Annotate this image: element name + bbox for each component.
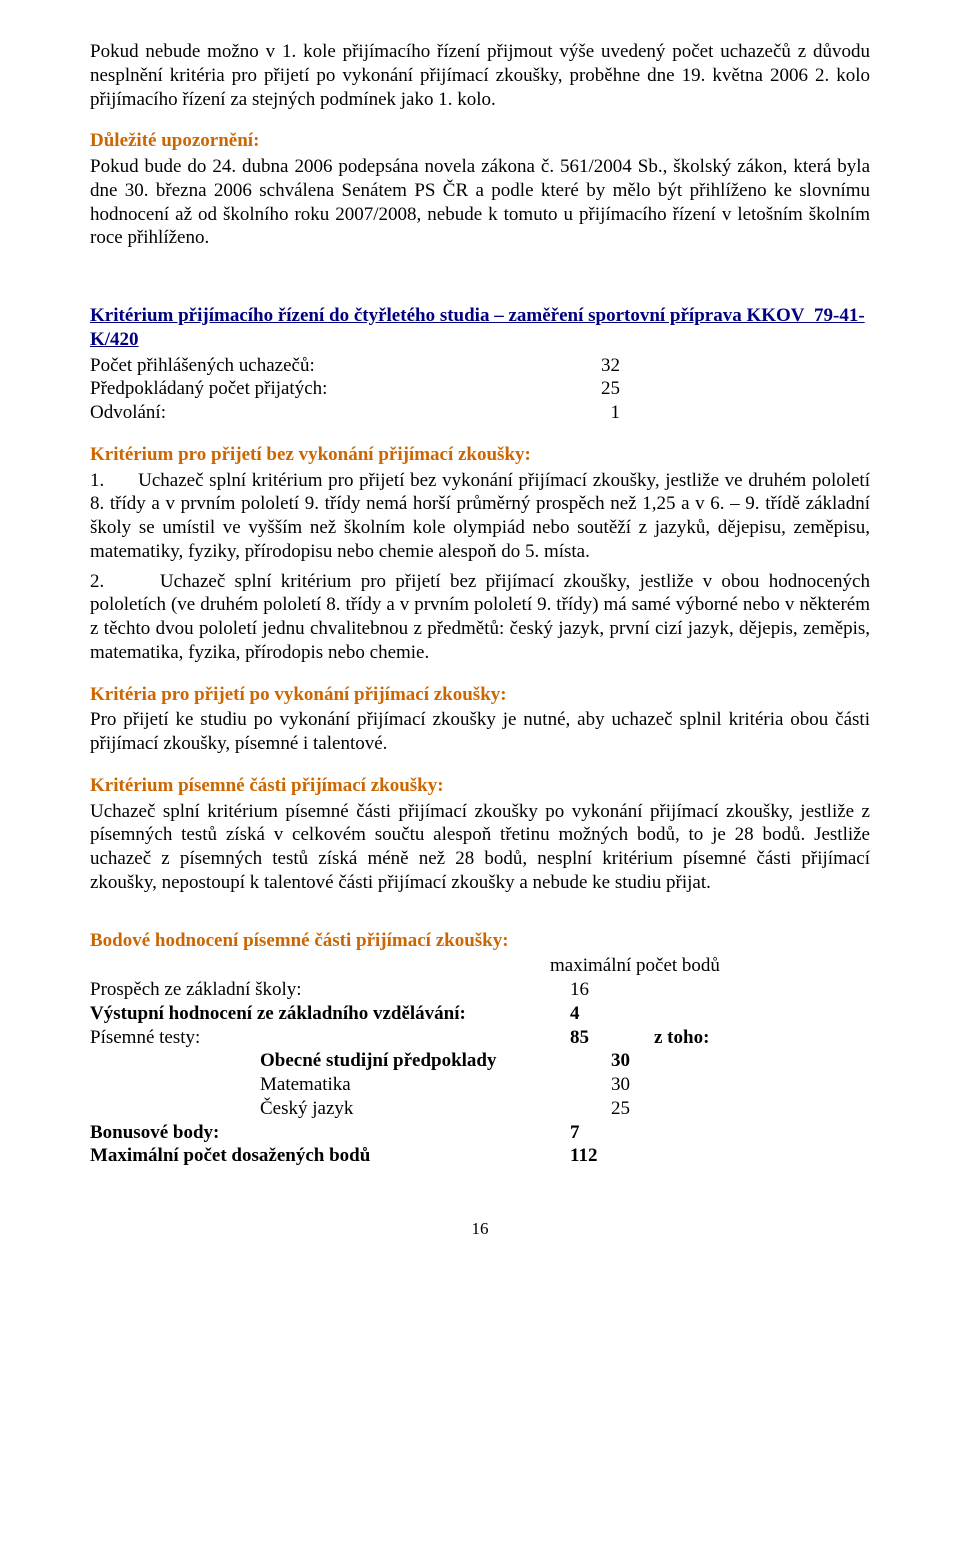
- paragraph-intro: Pokud nebude možno v 1. kole přijímacího…: [90, 40, 870, 111]
- score-row: Písemné testy: 85 z toho:: [90, 1026, 870, 1050]
- bonus-value: 7: [570, 1121, 640, 1145]
- score-value: 16: [570, 978, 640, 1002]
- paragraph-written-part: Uchazeč splní kritérium písemné části př…: [90, 800, 870, 895]
- heading-after-exam: Kritéria pro přijetí po vykonání přijíma…: [90, 683, 870, 707]
- heading-written-part: Kritérium písemné části přijímací zkoušk…: [90, 774, 870, 798]
- heading-criteria-main: Kritérium přijímacího řízení do čtyřleté…: [90, 304, 870, 352]
- stat-label: Odvolání:: [90, 401, 580, 425]
- spacer: [90, 256, 870, 276]
- stat-row: Počet přihlášených uchazečů: 32: [90, 354, 870, 378]
- subtest-value: 30: [570, 1049, 630, 1073]
- paragraph-notice: Pokud bude do 24. dubna 2006 podepsána n…: [90, 155, 870, 250]
- max-points-label: maximální počet bodů: [550, 954, 870, 978]
- stat-label: Počet přihlášených uchazečů:: [90, 354, 580, 378]
- subtest-row: Matematika 30: [90, 1073, 870, 1097]
- stat-value: 32: [580, 354, 620, 378]
- bonus-label: Bonusové body:: [90, 1121, 570, 1145]
- heading-scoring: Bodové hodnocení písemné části přijímací…: [90, 929, 870, 953]
- paragraph-without-exam-2: 2. Uchazeč splní kritérium pro přijetí b…: [90, 570, 870, 665]
- score-value: 4: [570, 1002, 640, 1026]
- subtest-row: Obecné studijní předpoklady 30: [90, 1049, 870, 1073]
- score-value: 85: [570, 1026, 640, 1050]
- stat-label: Předpokládaný počet přijatých:: [90, 377, 580, 401]
- score-label: Písemné testy:: [90, 1026, 570, 1050]
- max-total-row: Maximální počet dosažených bodů 112: [90, 1144, 870, 1168]
- heading-notice: Důležité upozornění:: [90, 129, 870, 153]
- spacer: [90, 901, 870, 921]
- score-extra: z toho:: [640, 1026, 709, 1050]
- score-row: Prospěch ze základní školy: 16: [90, 978, 870, 1002]
- subtest-label: Obecné studijní předpoklady: [90, 1049, 570, 1073]
- subtest-label: Matematika: [90, 1073, 570, 1097]
- max-total-label: Maximální počet dosažených bodů: [90, 1144, 570, 1168]
- score-label: Prospěch ze základní školy:: [90, 978, 570, 1002]
- subtest-value: 30: [570, 1073, 630, 1097]
- stat-value: 1: [580, 401, 620, 425]
- stat-row: Předpokládaný počet přijatých: 25: [90, 377, 870, 401]
- page-number: 16: [90, 1218, 870, 1239]
- subtest-label: Český jazyk: [90, 1097, 570, 1121]
- max-total-value: 112: [570, 1144, 640, 1168]
- heading-without-exam: Kritérium pro přijetí bez vykonání přijí…: [90, 443, 870, 467]
- score-label: Výstupní hodnocení ze základního vzděláv…: [90, 1002, 570, 1026]
- paragraph-after-exam: Pro přijetí ke studiu po vykonání přijím…: [90, 708, 870, 756]
- bonus-row: Bonusové body: 7: [90, 1121, 870, 1145]
- subtest-row: Český jazyk 25: [90, 1097, 870, 1121]
- stat-row: Odvolání: 1: [90, 401, 870, 425]
- paragraph-without-exam-1: 1. Uchazeč splní kritérium pro přijetí b…: [90, 469, 870, 564]
- page: Pokud nebude možno v 1. kole přijímacího…: [0, 0, 960, 1561]
- score-row: Výstupní hodnocení ze základního vzděláv…: [90, 1002, 870, 1026]
- subtest-value: 25: [570, 1097, 630, 1121]
- stat-value: 25: [580, 377, 620, 401]
